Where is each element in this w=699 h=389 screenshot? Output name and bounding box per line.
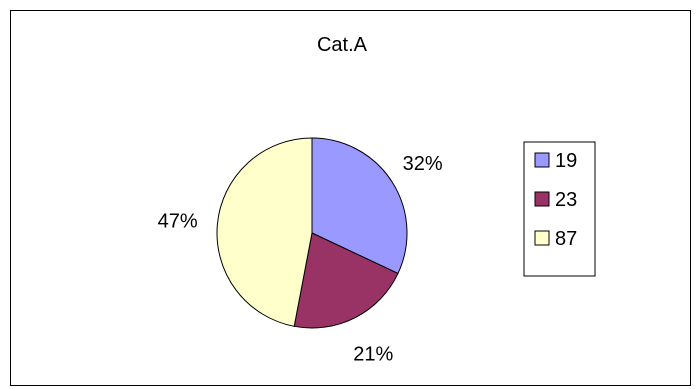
legend-swatch-87 [534, 230, 550, 246]
pie-slices [216, 137, 408, 329]
legend-label-19: 19 [555, 150, 577, 172]
percent-label-23: 21% [353, 343, 393, 365]
pie-slice-87 [216, 137, 313, 327]
legend-label-23: 23 [555, 189, 577, 211]
legend: 19 23 87 [523, 141, 596, 277]
percent-label-87: 47% [158, 210, 198, 232]
percent-labels: 32% 21% 47% [158, 153, 443, 365]
percent-label-19: 32% [403, 153, 443, 175]
legend-label-87: 87 [555, 228, 577, 250]
pie-slice-19 [311, 137, 408, 275]
chart-title: Cat.A [317, 34, 368, 56]
legend-swatch-19 [534, 152, 550, 168]
legend-swatch-23 [534, 191, 550, 207]
pie-slice-23 [293, 232, 399, 329]
